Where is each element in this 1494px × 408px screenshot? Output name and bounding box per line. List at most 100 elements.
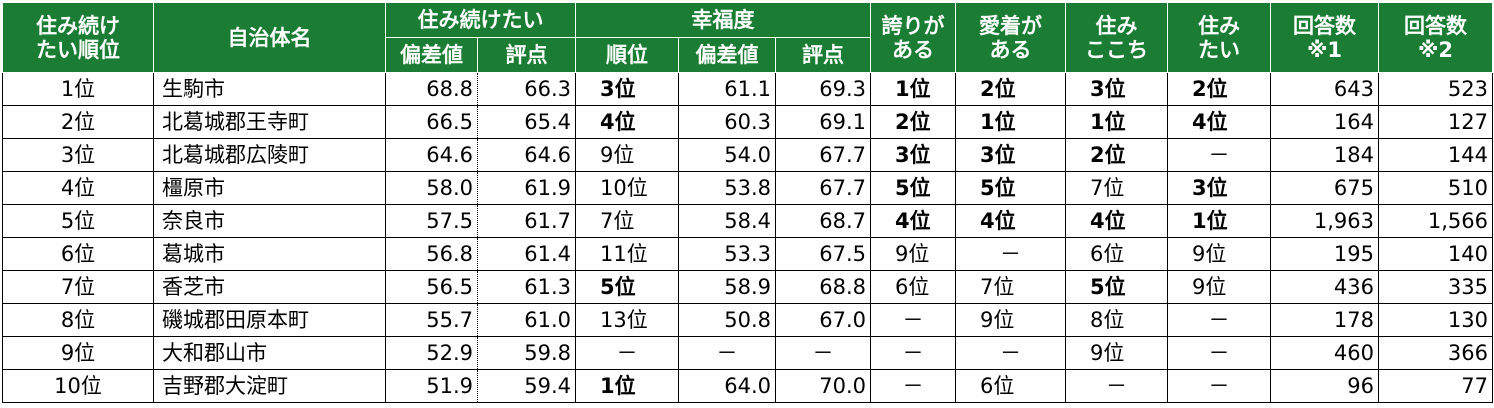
- sub-header: 偏差値: [385, 37, 478, 73]
- cell: 1位: [1167, 204, 1272, 238]
- cell: 66.3: [477, 72, 576, 106]
- table-body: 1位 生駒市 68.8 66.3 3位 61.1 69.3 1位 2位 3位 2位 643 523 2位北…: [2, 72, 1494, 403]
- cell: 6位: [870, 270, 957, 304]
- cell: 8位: [1065, 303, 1169, 337]
- column-header: 回答数 ※1: [1270, 2, 1380, 73]
- header-line: ここち: [1085, 37, 1149, 62]
- cell: －: [678, 336, 776, 370]
- cell: 北葛城郡広陵町: [153, 138, 386, 172]
- cell: 13位: [575, 303, 679, 337]
- cell: 葛城市: [153, 237, 386, 271]
- table-header: 住み続け たい順位 自治体名 住み続けたい 幸福度 誇りが ある 愛着が ある 住み ここち 住み たい…: [2, 2, 1494, 73]
- sub-header: 評点: [774, 37, 872, 73]
- cell: 130: [1378, 303, 1494, 337]
- cell: 52.9: [385, 336, 478, 370]
- cell: 51.9: [385, 369, 478, 403]
- sub-header: 偏差値: [678, 37, 776, 73]
- cell: 5位: [2, 204, 154, 238]
- cell: 61.9: [477, 171, 576, 205]
- cell: 127: [1378, 105, 1494, 139]
- cell: 510: [1378, 171, 1494, 205]
- cell: 67.0: [774, 303, 872, 337]
- header-line: ※1: [1307, 37, 1343, 62]
- column-header: 住み ここち: [1065, 2, 1169, 73]
- cell: 橿原市: [153, 171, 386, 205]
- column-header: 住み続け たい順位: [2, 2, 154, 73]
- cell: －: [955, 336, 1067, 370]
- cell: 195: [1270, 237, 1380, 271]
- cell: －: [575, 336, 679, 370]
- cell: 大和郡山市: [153, 336, 386, 370]
- data-row: 3位 北葛城郡広陵町 64.6 64.6 9位 54.0 67.7 3位 3位 2位－ 184 144: [2, 138, 1494, 172]
- cell: 9位: [955, 303, 1067, 337]
- cell: －: [1065, 369, 1169, 403]
- cell: 2位: [870, 105, 957, 139]
- cell: 65.4: [477, 105, 576, 139]
- cell: 9位: [575, 138, 679, 172]
- data-row: 2位 北葛城郡王寺町 66.5 65.4 4位 60.3 69.1 2位 1位 1位 4位 164 12…: [2, 105, 1494, 139]
- cell: －: [1167, 336, 1272, 370]
- cell: 643: [1270, 72, 1380, 106]
- cell: 140: [1378, 237, 1494, 271]
- header-line: 愛着が: [979, 13, 1043, 38]
- cell: 58.4: [678, 204, 776, 238]
- cell: －: [1167, 369, 1272, 403]
- cell: 4位: [870, 204, 957, 238]
- cell: 11位: [575, 237, 679, 271]
- header-line: ある: [989, 37, 1032, 62]
- cell: 144: [1378, 138, 1494, 172]
- header-line: ※2: [1418, 37, 1454, 62]
- data-row: 10位 吉野郡大淀町 51.9 59.4 1位 64.0 70.0 － 6位－－ 96 77: [2, 369, 1494, 403]
- cell: 61.4: [477, 237, 576, 271]
- cell: 53.8: [678, 171, 776, 205]
- cell: 1位: [575, 369, 679, 403]
- data-row: 8位 磯城郡田原本町 55.7 61.0 13位 50.8 67.0 － 9位 8位－ 178 130: [2, 303, 1494, 337]
- cell: 7位: [955, 270, 1067, 304]
- cell: 9位: [2, 336, 154, 370]
- header-row: 住み続け たい順位 自治体名 住み続けたい 幸福度 誇りが ある 愛着が ある 住み ここち 住み たい…: [2, 2, 1494, 73]
- cell: 北葛城郡王寺町: [153, 105, 386, 139]
- cell: 香芝市: [153, 270, 386, 304]
- cell: 70.0: [774, 369, 872, 403]
- cell: 64.6: [477, 138, 576, 172]
- data-row: 5位 奈良市 57.5 61.7 7位 58.4 68.7 4位 4位 4位 1位 1,963 1,56…: [2, 204, 1494, 238]
- cell: 3位: [2, 138, 154, 172]
- cell: 1位: [2, 72, 154, 106]
- header-line: 回答数: [1293, 13, 1357, 38]
- cell: 59.4: [477, 369, 576, 403]
- cell: 69.1: [774, 105, 872, 139]
- header-line: たい: [1198, 37, 1241, 62]
- header-line: 住み続け: [36, 13, 120, 38]
- cell: 1位: [955, 105, 1067, 139]
- cell: 8位: [2, 303, 154, 337]
- cell: 1位: [1065, 105, 1169, 139]
- cell: 335: [1378, 270, 1494, 304]
- cell: 奈良市: [153, 204, 386, 238]
- cell: 2位: [1065, 138, 1169, 172]
- header-row: 偏差値 評点 順位 偏差値 評点: [3, 37, 1493, 73]
- cell: 57.5: [385, 204, 478, 238]
- cell: 55.7: [385, 303, 478, 337]
- sub-header: 評点: [477, 37, 576, 73]
- cell: 6位: [955, 369, 1067, 403]
- cell: 3位: [1065, 72, 1169, 106]
- cell: 4位: [1065, 204, 1169, 238]
- cell: 60.3: [678, 105, 776, 139]
- cell: 3位: [870, 138, 957, 172]
- cell: 67.7: [774, 138, 872, 172]
- header-line: 誇りが: [881, 13, 945, 38]
- cell: 67.7: [774, 171, 872, 205]
- cell: 77: [1378, 369, 1494, 403]
- cell: 7位: [1065, 171, 1169, 205]
- cell: 67.5: [774, 237, 872, 271]
- cell: 5位: [870, 171, 957, 205]
- cell: 61.3: [477, 270, 576, 304]
- cell: －: [870, 369, 957, 403]
- header-line: たい順位: [36, 37, 120, 62]
- group-header: 住み続けたい: [385, 2, 576, 38]
- cell: 5位: [575, 270, 679, 304]
- cell: 53.3: [678, 237, 776, 271]
- cell: 4位: [575, 105, 679, 139]
